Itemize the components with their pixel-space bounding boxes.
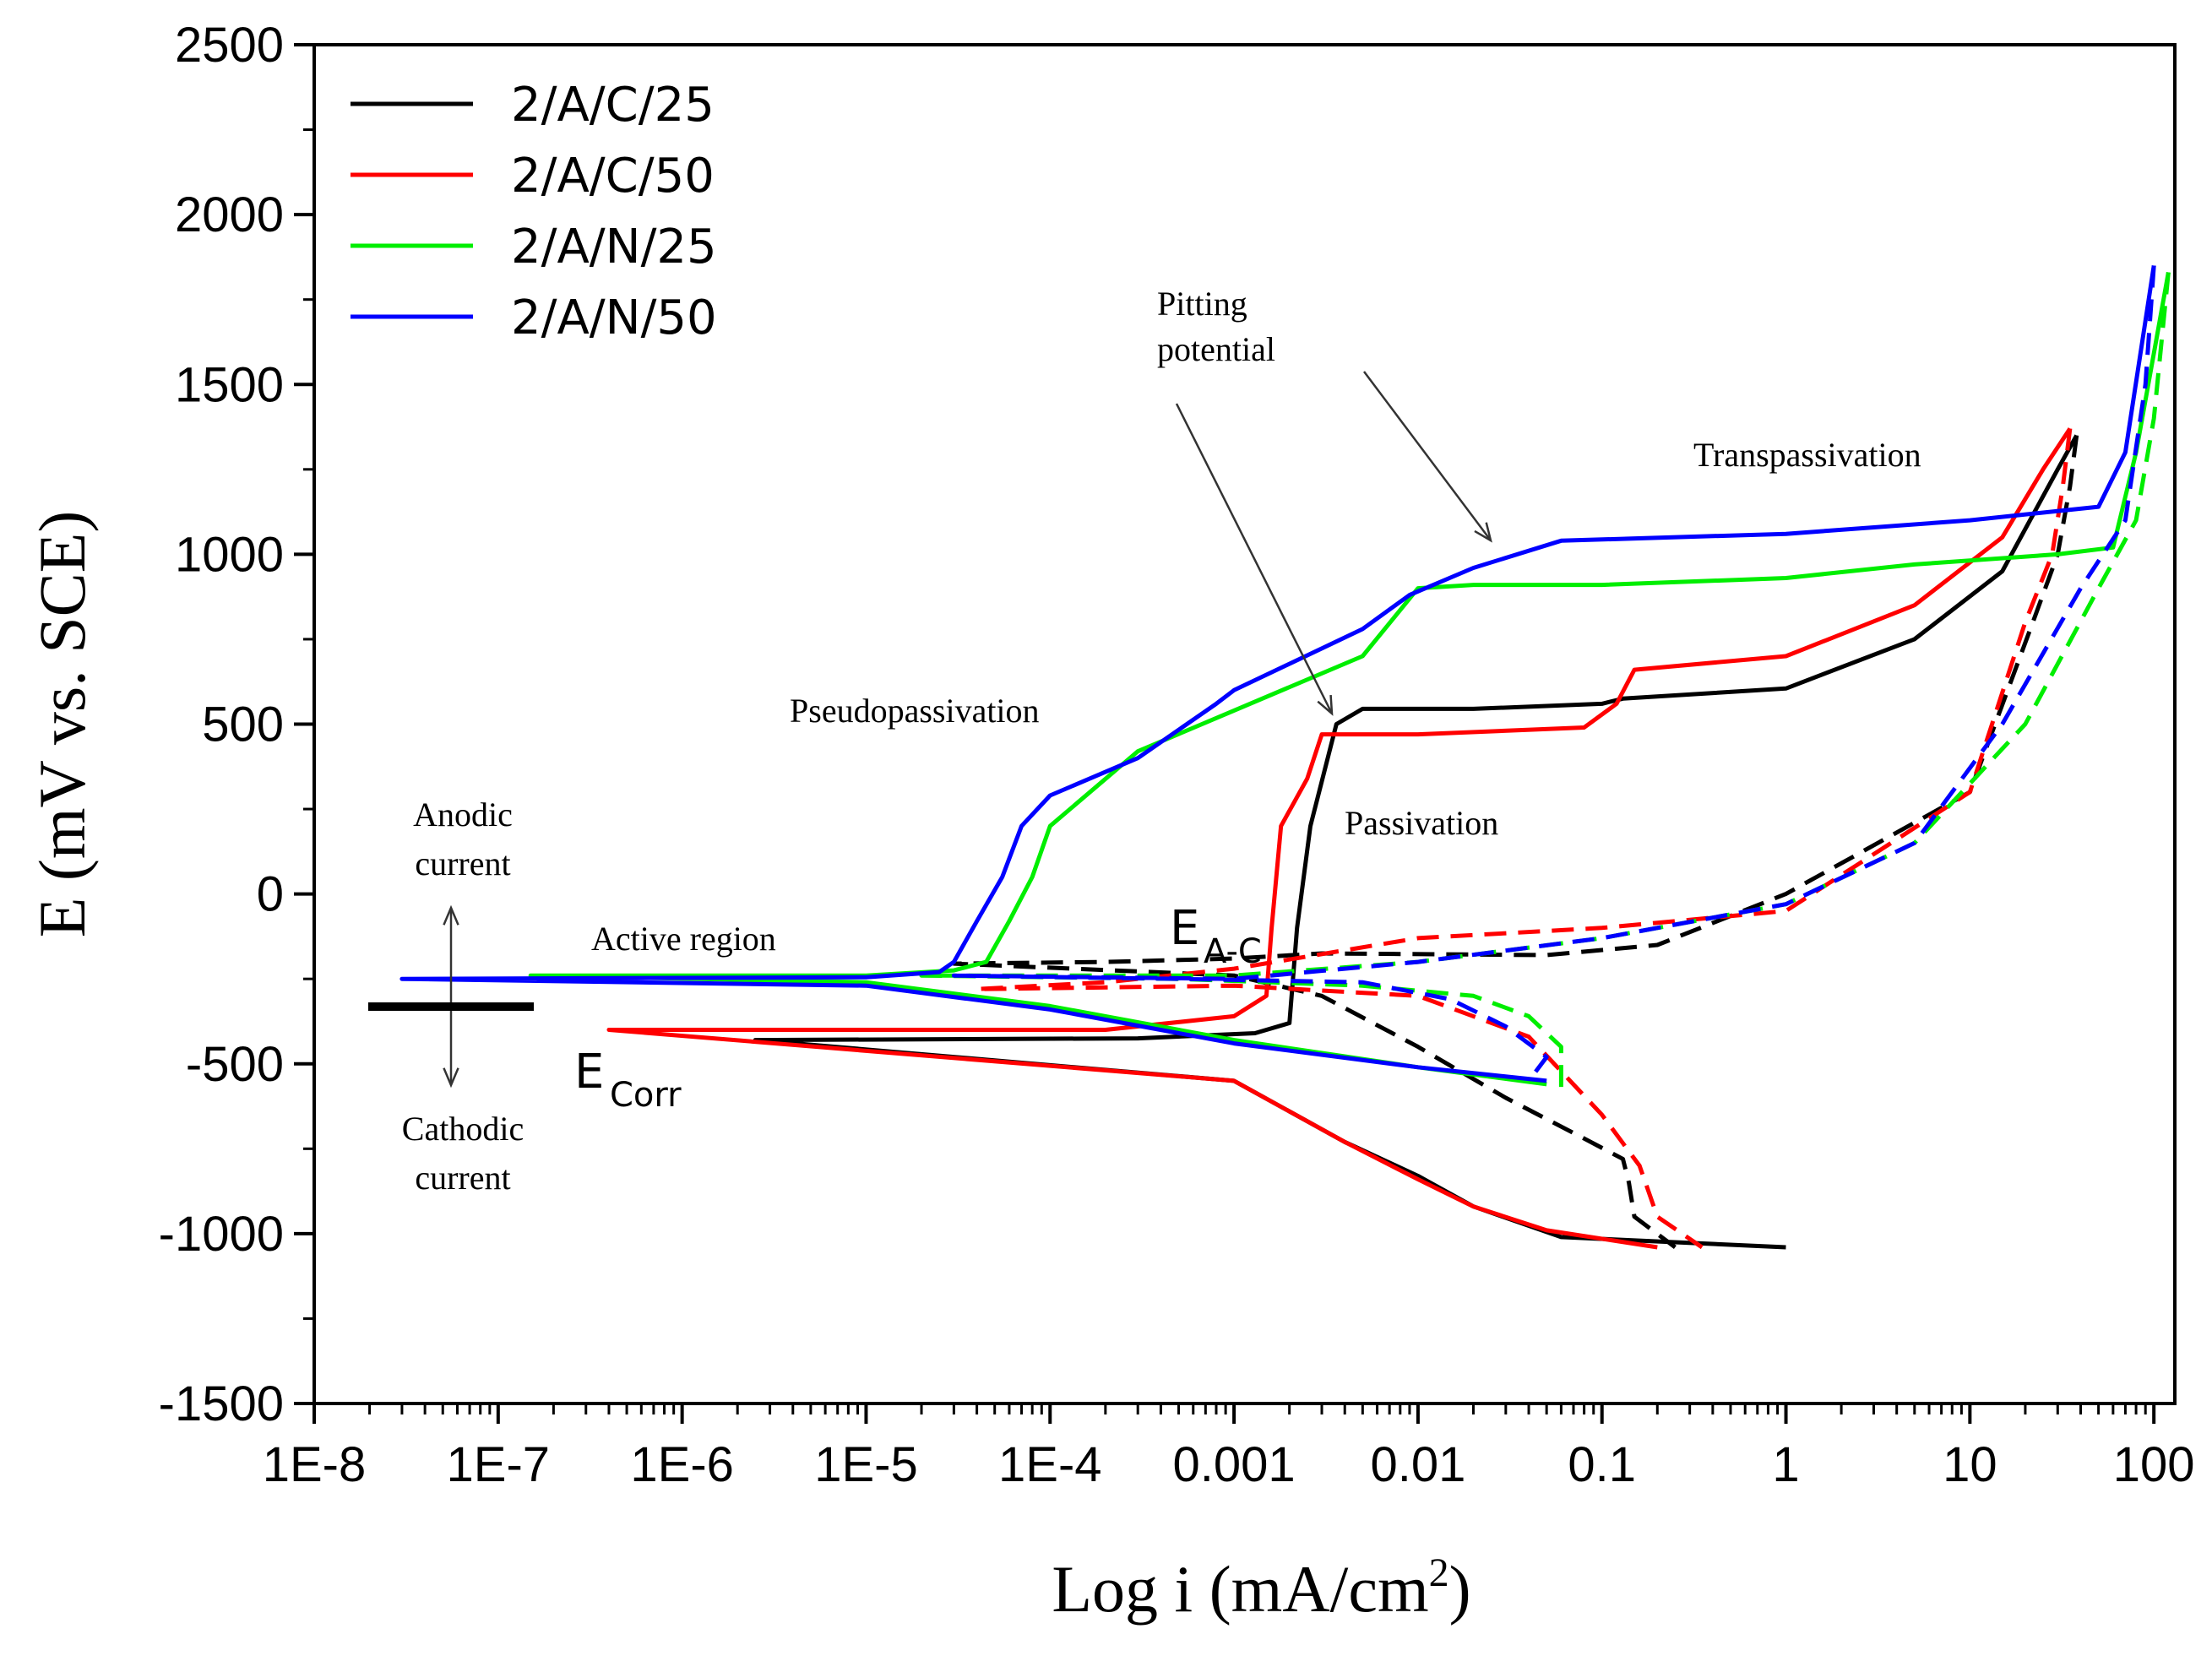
e-corr-subscript: Corr	[610, 1076, 682, 1115]
transpassivation-annotation: Transpassivation	[1693, 436, 1921, 474]
legend: 2/A/C/25 2/A/C/50 2/A/N/25 2/A/N/50	[351, 78, 717, 345]
anodic-current-annotation: Anodic current	[413, 795, 513, 882]
y-tick-label: 2000	[175, 187, 284, 242]
legend-label: 2/A/N/25	[511, 220, 717, 274]
y-tick-label: 2500	[175, 18, 284, 73]
series-reverse-2-a-c-25	[951, 435, 2079, 1250]
active-region-annotation: Active region	[591, 920, 776, 958]
cathodic-arrow-head	[443, 1067, 459, 1089]
x-axis-label: Log i (mA/cm2)	[1052, 1550, 1470, 1626]
series-reverse-2-a-c-50	[975, 428, 2073, 1250]
passivation-annotation: Passivation	[1345, 804, 1498, 842]
series-reverse-2-a-n-50	[951, 265, 2156, 1083]
e-ac-label: E	[1170, 901, 1199, 956]
y-tick-label: -1000	[159, 1207, 284, 1262]
pitting-potential-annotation: Pitting potential	[1157, 285, 1275, 368]
series-reverse-2-a-n-25	[919, 272, 2171, 1088]
x-tick-label: 0.001	[1173, 1437, 1296, 1492]
pitting-arrow-1-head	[1317, 694, 1334, 716]
y-axis-label: E (mV vs. SCE)	[25, 511, 99, 938]
y-tick-label: -500	[186, 1037, 284, 1092]
x-tick-label: 1	[1772, 1437, 1799, 1492]
series-forward-2-a-c-50	[606, 427, 2072, 1250]
x-tick-label: 1E-5	[814, 1437, 918, 1492]
pitting-arrow-1	[1175, 403, 1334, 714]
legend-label: 2/A/C/25	[511, 78, 715, 133]
pitting-arrow-2	[1363, 371, 1492, 541]
x-tick-label: 10	[1943, 1437, 1997, 1492]
pseudopassivation-annotation: Pseudopassivation	[790, 692, 1040, 730]
y-tick-label: 1000	[175, 527, 284, 582]
x-tick-label: 100	[2113, 1437, 2195, 1492]
y-tick-label: 500	[202, 698, 284, 752]
x-tick-label: 1E-6	[630, 1437, 734, 1492]
y-tick-label: -1500	[159, 1376, 284, 1431]
anodic-arrow-head	[443, 904, 459, 926]
e-corr-label: E	[574, 1045, 604, 1099]
annotations: Pitting potential Transpassivation Pseudopa…	[368, 285, 1921, 1197]
curves	[399, 265, 2171, 1250]
x-tick-label: 1E-7	[447, 1437, 551, 1492]
series-forward-2-a-n-50	[399, 265, 2156, 1083]
legend-label: 2/A/C/50	[511, 149, 715, 204]
x-tick-label: 1E-4	[998, 1437, 1102, 1492]
x-tick-label: 1E-8	[263, 1437, 367, 1492]
x-tick-label: 0.1	[1568, 1437, 1636, 1492]
x-tick-label: 0.01	[1370, 1437, 1465, 1492]
series-forward-2-a-n-25	[528, 272, 2171, 1087]
pitting-arrow-2-head	[1474, 522, 1492, 543]
cathodic-current-annotation: Cathodic current	[402, 1110, 524, 1197]
y-tick-label: 1500	[175, 357, 284, 412]
y-tick-label: 0	[257, 867, 284, 922]
legend-label: 2/A/N/50	[511, 290, 717, 345]
e-ac-subscript: A-C	[1204, 932, 1262, 971]
